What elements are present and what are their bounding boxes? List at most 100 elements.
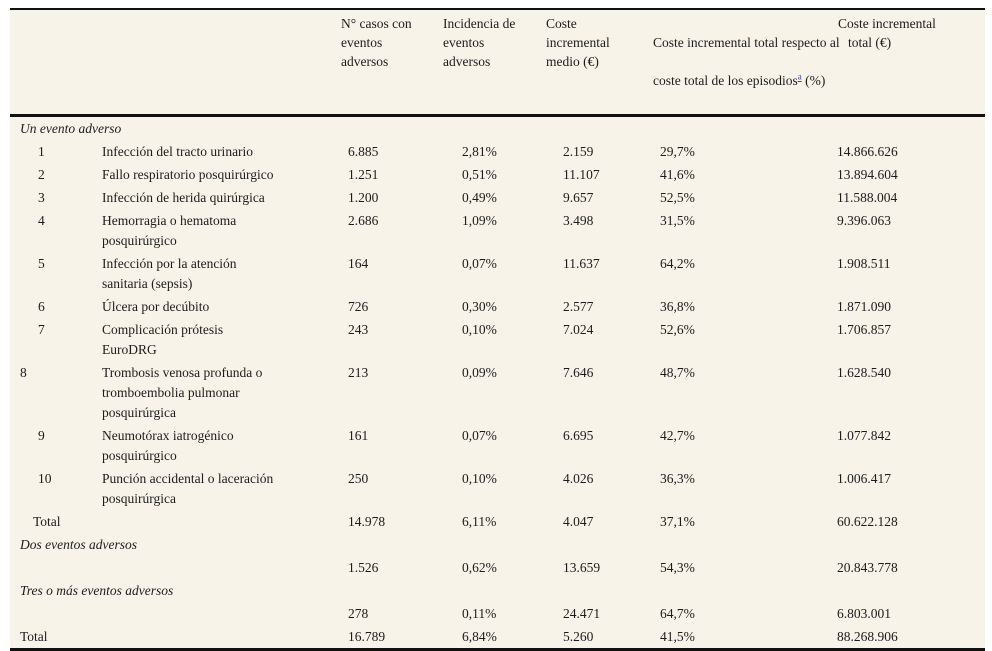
event-label: Infección del tracto urinario [102, 144, 254, 159]
data-row: 2 Fallo respiratorio posquirúrgico 1.251 0,… [10, 163, 985, 186]
cost-table: N° casos con eventos adversos Incidencia… [10, 10, 985, 648]
data-row: 4 Hemorragia o hematoma posquirúrgico 2.68… [10, 209, 985, 252]
data-row: 5 Infección por la atención sanitaria (se… [10, 252, 985, 295]
cell-incidencia: 2,81% [462, 144, 497, 159]
cell-incidencia: 1,09% [462, 213, 497, 228]
header-pct-suffix: (%) [801, 73, 826, 88]
cell-coste-medio: 24.471 [563, 606, 601, 621]
cell-coste-total: 1.006.417 [837, 471, 891, 486]
cell-incidencia: 0,07% [462, 256, 497, 271]
cell-incidencia: 0,10% [462, 471, 497, 486]
cell-pct-episodios: 41,5% [660, 629, 695, 644]
cell-coste-total: 1.871.090 [837, 299, 891, 314]
total-row: Total 14.978 6,11% 4.047 37,1% 60.622.128 [10, 510, 985, 533]
cell-pct-episodios: 41,6% [660, 167, 695, 182]
data-row: 9 Neumotórax iatrogénico posquirúrgico 161… [10, 424, 985, 467]
cell-casos: 161 [348, 428, 369, 443]
cell-coste-total: 1.628.540 [837, 365, 891, 380]
cell-pct-episodios: 64,7% [660, 606, 695, 621]
header-coste-total: Coste incremental total (€) [838, 16, 936, 50]
cell-casos: 250 [348, 471, 369, 486]
cell-incidencia: 0,11% [462, 606, 497, 621]
event-label [94, 556, 338, 579]
row-number: 5 [38, 256, 45, 271]
cell-casos: 1.526 [348, 560, 379, 575]
cell-coste-total: 20.843.778 [837, 560, 898, 575]
header-row: N° casos con eventos adversos Incidencia… [10, 10, 985, 116]
cell-incidencia: 0,30% [462, 299, 497, 314]
cell-casos: 1.200 [348, 190, 379, 205]
data-row: 8 Trombosis venosa profunda o tromboembol… [10, 361, 985, 424]
row-number: 9 [38, 428, 45, 443]
cell-casos: 243 [348, 322, 369, 337]
data-row: 7 Complicación prótesis EuroDRG 243 0,10% 7.… [10, 318, 985, 361]
row-number: 10 [38, 471, 52, 486]
cell-pct-episodios: 52,6% [660, 322, 695, 337]
header-incidencia: Incidencia de eventos adversos [443, 16, 516, 69]
cell-casos: 726 [348, 299, 369, 314]
header-pct-line1: Coste incremental total respecto al [653, 35, 840, 50]
data-row: 1 Infección del tracto urinario 6.885 2,81%… [10, 140, 985, 163]
cell-casos: 14.978 [348, 514, 386, 529]
cell-pct-episodios: 37,1% [660, 514, 695, 529]
cell-coste-total: 9.396.063 [837, 213, 891, 228]
cell-pct-episodios: 48,7% [660, 365, 695, 380]
cell-coste-medio: 4.047 [563, 514, 594, 529]
event-label: Úlcera por decúbito [102, 299, 210, 314]
header-pct-line2-text: coste total de los episodios [653, 73, 798, 88]
cell-coste-total: 13.894.604 [837, 167, 898, 182]
cell-casos: 213 [348, 365, 369, 380]
cell-coste-medio: 11.637 [563, 256, 600, 271]
cell-incidencia: 0,49% [462, 190, 497, 205]
section-label: Tres o más eventos adversos [20, 583, 174, 598]
row-number: 2 [38, 167, 45, 182]
table-body: Un evento adverso 1 Infección del tracto u… [10, 116, 985, 649]
header-pct-line2: coste total de los episodiosa (%) [653, 71, 836, 90]
row-number: 6 [38, 299, 45, 314]
total-label: Total [20, 629, 48, 644]
cell-incidencia: 0,10% [462, 322, 497, 337]
cell-pct-episodios: 64,2% [660, 256, 695, 271]
cell-incidencia: 0,09% [462, 365, 497, 380]
cell-pct-episodios: 36,3% [660, 471, 695, 486]
cell-casos: 1.251 [348, 167, 379, 182]
header-pct-episodios: Coste incremental total respecto al cost… [653, 10, 840, 116]
cell-pct-episodios: 31,5% [660, 213, 695, 228]
data-row: 10 Punción accidental o laceración posqui… [10, 467, 985, 510]
event-label: Trombosis venosa profunda o tromboemboli… [102, 365, 263, 420]
header-coste-medio: Coste incremental medio (€) [546, 16, 610, 69]
cell-coste-total: 88.268.906 [837, 629, 898, 644]
cell-coste-total: 6.803.001 [837, 606, 891, 621]
event-label: Hemorragia o hematoma posquirúrgico [102, 213, 237, 248]
cell-casos: 164 [348, 256, 369, 271]
header-empty-num [10, 10, 94, 116]
row-number: 8 [20, 365, 27, 380]
total-row: Total 16.789 6,84% 5.260 41,5% 88.268.906 [10, 625, 985, 648]
cell-coste-medio: 3.498 [563, 213, 594, 228]
cell-coste-total: 1.908.511 [837, 256, 891, 271]
cell-coste-total: 1.077.842 [837, 428, 891, 443]
section-label: Un evento adverso [20, 121, 122, 136]
footnote-a-link[interactable]: a [797, 71, 802, 82]
cell-coste-medio: 7.646 [563, 365, 594, 380]
row-number: 4 [38, 213, 45, 228]
cell-coste-medio: 9.657 [563, 190, 594, 205]
cell-coste-medio: 13.659 [563, 560, 601, 575]
event-label: Fallo respiratorio posquirúrgico [102, 167, 274, 182]
cell-casos: 278 [348, 606, 369, 621]
cell-casos: 2.686 [348, 213, 379, 228]
total-label: Total [33, 514, 61, 529]
data-row: 278 0,11% 24.471 64,7% 6.803.001 [10, 602, 985, 625]
row-number [10, 602, 94, 625]
cell-pct-episodios: 52,5% [660, 190, 695, 205]
cell-coste-medio: 2.159 [563, 144, 594, 159]
cell-coste-total: 11.588.004 [837, 190, 898, 205]
cell-coste-medio: 6.695 [563, 428, 594, 443]
row-number: 7 [38, 322, 45, 337]
section-row: Un evento adverso [10, 116, 985, 141]
cell-coste-medio: 4.026 [563, 471, 594, 486]
section-row: Dos eventos adversos [10, 533, 985, 556]
cell-casos: 6.885 [348, 144, 379, 159]
event-label: Punción accidental o laceración posquirú… [102, 471, 274, 506]
section-row: Tres o más eventos adversos [10, 579, 985, 602]
